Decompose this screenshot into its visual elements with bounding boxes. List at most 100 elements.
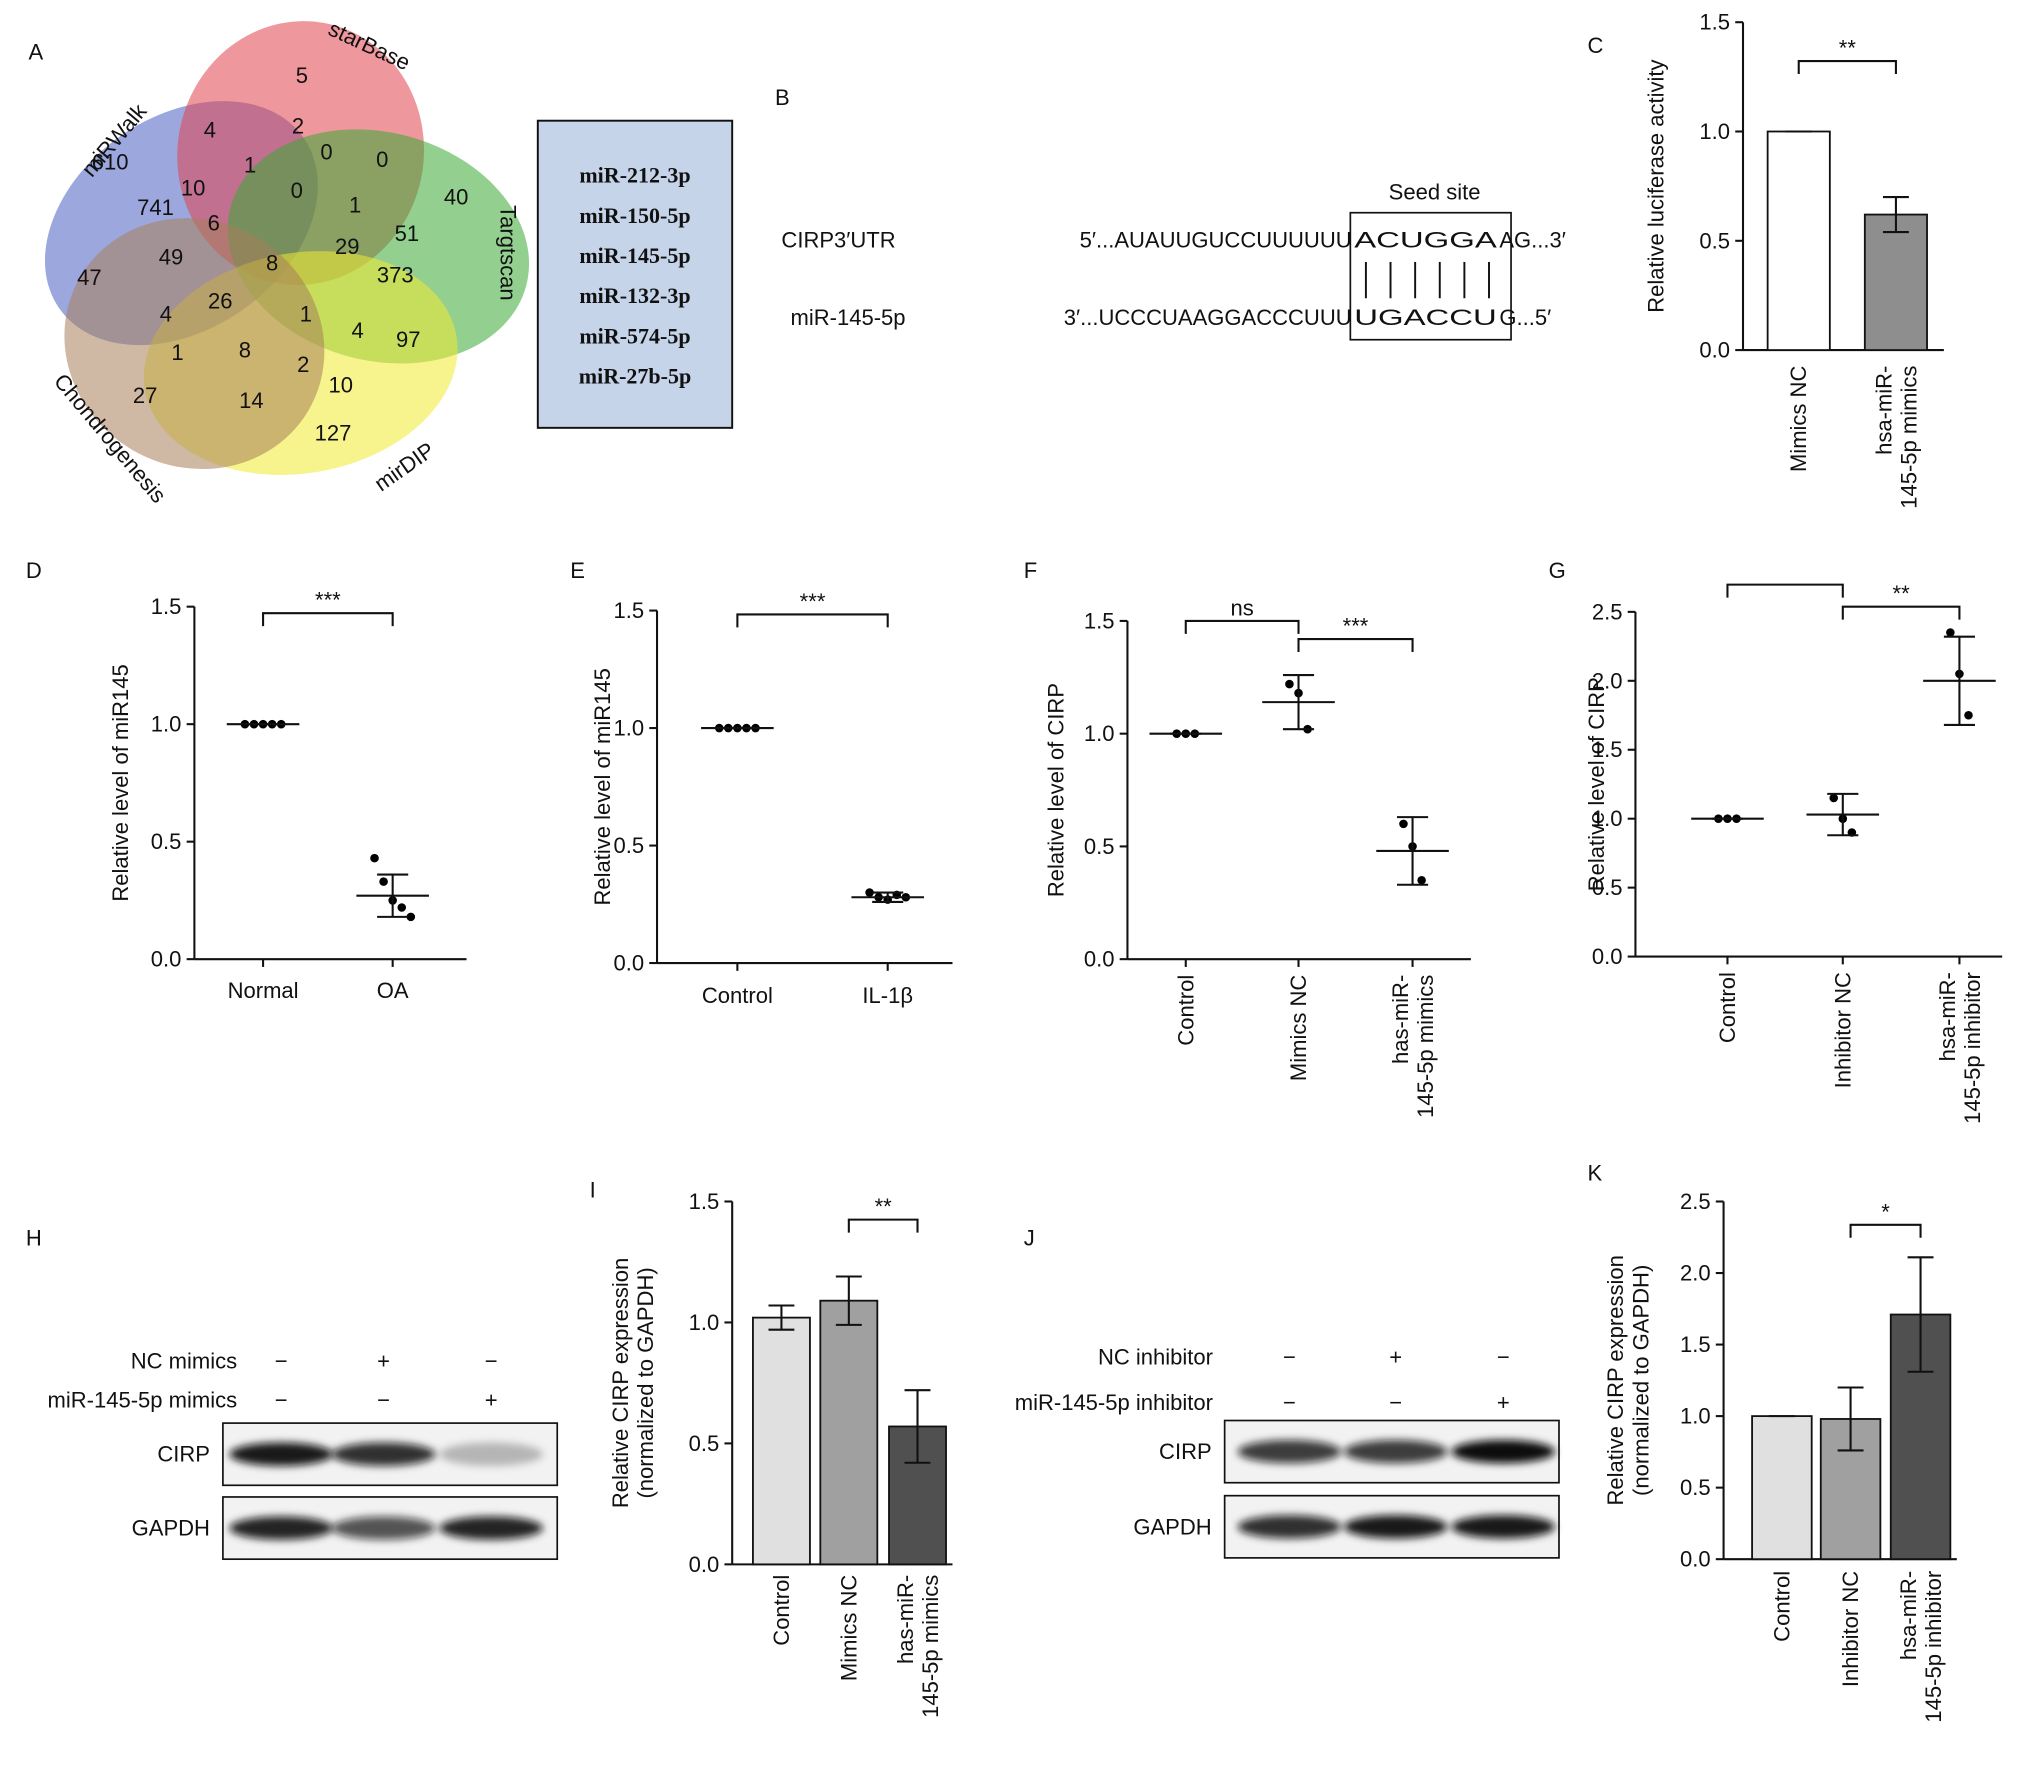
region-count: 8 — [239, 338, 251, 363]
y-tick-label: 0.5 — [613, 833, 644, 858]
y-axis-label: Relative CIRP expression(normalized to G… — [1603, 1255, 1653, 1505]
error-bar — [1907, 1256, 1934, 1373]
y-axis-label: Relative level of miR145 — [590, 668, 615, 905]
mirna: miR-574-5p — [579, 323, 690, 348]
y-tick-label: 1.5 — [1680, 1332, 1711, 1357]
x-tick-label: Mimics NC — [1786, 366, 1811, 472]
y-tick-label: 1.5 — [1084, 608, 1115, 633]
condition-sign: + — [377, 1348, 390, 1373]
condition-sign: + — [1389, 1345, 1402, 1370]
region-count: 6 — [208, 211, 220, 236]
band-name: CIRP — [157, 1442, 210, 1467]
significance-label: *** — [315, 588, 341, 613]
x-tick-label: has-miR-145-5p mimics — [1387, 975, 1437, 1118]
region-count: 741 — [137, 195, 174, 220]
significance-label: * — [1881, 1199, 1890, 1224]
band — [1451, 1439, 1556, 1464]
panel-label: B — [775, 85, 790, 110]
mirna: miR-150-5p — [579, 203, 690, 228]
region-count: 40 — [444, 185, 469, 210]
data-point — [397, 903, 407, 912]
condition-sign: − — [377, 1387, 390, 1412]
bar — [1766, 130, 1831, 351]
seq-name: miR-145-5p — [791, 305, 906, 330]
significance-label: *** — [1343, 614, 1369, 639]
data-point — [1285, 679, 1294, 689]
y-axis-label: Relative luciferase activity — [1644, 60, 1669, 313]
significance-bracket — [1184, 619, 1300, 634]
significance-bracket — [1849, 1223, 1922, 1238]
bar — [1751, 1415, 1813, 1561]
y-tick-label: 0.0 — [613, 951, 644, 976]
region-count: 2 — [292, 113, 304, 138]
error-bar — [872, 891, 904, 903]
error-bar — [377, 873, 409, 918]
significance-bracket — [1841, 605, 1961, 620]
region-count: 373 — [377, 262, 414, 287]
x-tick-label: Mimics NC — [836, 1575, 861, 1681]
mirna: miR-132-3p — [579, 283, 690, 308]
significance-label: ** — [1893, 581, 1911, 606]
x-tick-label: Inhibitor NC — [1830, 972, 1855, 1088]
x-tick-label: Control — [1173, 975, 1198, 1046]
band — [1343, 1439, 1448, 1464]
panel-label: A — [29, 40, 44, 65]
data-point — [1829, 793, 1839, 803]
error-bar — [1837, 1386, 1864, 1452]
condition-sign: − — [1283, 1390, 1296, 1415]
y-axis-label: Relative level of miR145 — [108, 664, 133, 901]
y-tick-label: 1.0 — [613, 716, 644, 741]
data-point — [1399, 819, 1408, 829]
panel-label: G — [1549, 558, 1566, 583]
y-tick-label: 1.0 — [1592, 806, 1623, 831]
y-tick-label: 1.5 — [689, 1189, 720, 1214]
significance-label: ns — [1231, 595, 1254, 620]
seq-seed: ACUGGA — [1354, 227, 1497, 252]
significance-bracket — [1297, 638, 1414, 653]
y-tick-label: 0.0 — [1084, 947, 1115, 972]
significance-bracket — [736, 613, 889, 628]
region-count: 97 — [396, 327, 421, 352]
region-count: 127 — [315, 421, 352, 446]
y-tick-label: 1.5 — [1699, 10, 1730, 35]
y-tick-label: 1.0 — [151, 712, 182, 737]
seq-left: 3′...UCCCUAAGGACCCUUU — [1064, 305, 1352, 330]
y-tick-label: 0.0 — [151, 947, 182, 972]
y-tick-label: 2.0 — [1680, 1261, 1711, 1286]
bar — [819, 1299, 879, 1566]
data-point — [379, 877, 388, 886]
mirna: miR-212-3p — [579, 163, 690, 188]
region-count: 1 — [171, 340, 183, 365]
region-count: 49 — [159, 244, 184, 269]
seq-seed: UGACCU — [1354, 305, 1497, 330]
region-count: 10 — [329, 373, 354, 398]
x-tick-label: IL-1β — [862, 983, 913, 1008]
error-bar — [904, 1389, 931, 1464]
region-count: 4 — [204, 117, 216, 142]
panel-label: H — [26, 1225, 42, 1250]
region-count: 4 — [352, 318, 364, 343]
x-tick-label: hsa-miR-145-5p inhibitor — [1934, 972, 1984, 1124]
data-point — [1964, 710, 1973, 720]
condition-sign: − — [275, 1387, 288, 1412]
seq-left: 5′...AUAUUGUCCUUUUUU — [1080, 227, 1352, 252]
y-tick-label: 0.5 — [1084, 834, 1115, 859]
significance-label: *** — [800, 589, 826, 614]
y-tick-label: 0.0 — [1699, 338, 1730, 363]
x-tick-label: OA — [377, 978, 409, 1003]
error-bar — [1282, 674, 1315, 731]
region-count: 1 — [300, 301, 312, 326]
band — [1237, 1515, 1342, 1539]
x-tick-label: Control — [769, 1575, 794, 1646]
y-tick-label: 0.5 — [151, 829, 182, 854]
band — [439, 1516, 543, 1540]
y-tick-label: 1.0 — [1699, 119, 1730, 144]
region-count: 14 — [239, 388, 264, 413]
condition-sign: − — [1497, 1345, 1510, 1370]
error-bar — [1943, 635, 1975, 726]
seed-label: Seed site — [1389, 179, 1481, 204]
significance-bracket — [847, 1218, 919, 1233]
significance-bracket — [262, 612, 394, 627]
condition-sign: − — [1389, 1390, 1402, 1415]
error-bar — [1827, 792, 1859, 837]
